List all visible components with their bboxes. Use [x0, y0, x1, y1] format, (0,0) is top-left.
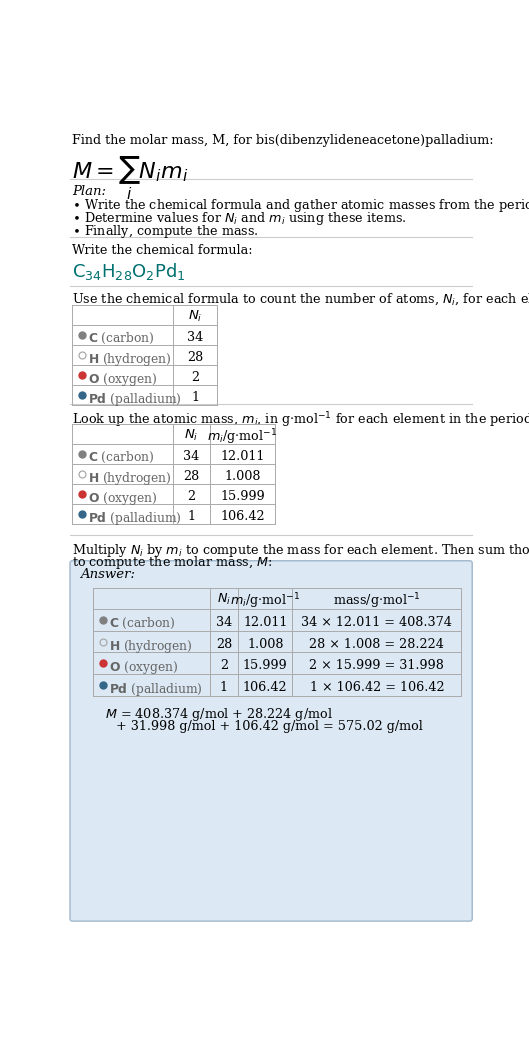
Text: to compute the molar mass, $M$:: to compute the molar mass, $M$:	[72, 553, 272, 571]
Text: Use the chemical formula to count the number of atoms, $N_i$, for each element:: Use the chemical formula to count the nu…	[72, 292, 529, 308]
Text: 106.42: 106.42	[243, 681, 288, 694]
Text: $N_i$: $N_i$	[217, 591, 231, 607]
Text: $\mathbf{H}$ (hydrogen): $\mathbf{H}$ (hydrogen)	[88, 470, 171, 487]
Text: Find the molar mass, M, for bis(dibenzylideneacetone)palladium:: Find the molar mass, M, for bis(dibenzyl…	[72, 134, 494, 148]
Text: 34: 34	[187, 331, 203, 345]
Text: $m_i$/g$\cdot$mol$^{-1}$: $m_i$/g$\cdot$mol$^{-1}$	[230, 591, 300, 611]
Text: $m_i$/g$\cdot$mol$^{-1}$: $m_i$/g$\cdot$mol$^{-1}$	[207, 428, 278, 447]
Text: + 31.998 g/mol + 106.42 g/mol = 575.02 g/mol: + 31.998 g/mol + 106.42 g/mol = 575.02 g…	[116, 720, 423, 734]
Text: Write the chemical formula:: Write the chemical formula:	[72, 245, 253, 257]
Text: $\mathbf{O}$ (oxygen): $\mathbf{O}$ (oxygen)	[109, 660, 178, 677]
Text: 34 × 12.011 = 408.374: 34 × 12.011 = 408.374	[302, 617, 452, 629]
Text: 2 × 15.999 = 31.998: 2 × 15.999 = 31.998	[309, 660, 444, 672]
Text: 28: 28	[187, 351, 203, 365]
Text: $M$ = 408.374 g/mol + 28.224 g/mol: $M$ = 408.374 g/mol + 28.224 g/mol	[105, 706, 333, 723]
Text: $\mathbf{H}$ (hydrogen): $\mathbf{H}$ (hydrogen)	[88, 351, 171, 368]
Text: $\bullet$ Finally, compute the mass.: $\bullet$ Finally, compute the mass.	[72, 223, 259, 240]
Text: Answer:: Answer:	[80, 568, 135, 581]
Text: $\mathbf{C}$ (carbon): $\mathbf{C}$ (carbon)	[88, 331, 154, 347]
Text: 15.999: 15.999	[220, 490, 265, 503]
Text: 34: 34	[216, 617, 232, 629]
Text: 34: 34	[183, 450, 199, 463]
Text: $N_i$: $N_i$	[184, 428, 198, 443]
Text: $\bullet$ Write the chemical formula and gather atomic masses from the periodic : $\bullet$ Write the chemical formula and…	[72, 197, 529, 214]
Text: $\mathbf{H}$ (hydrogen): $\mathbf{H}$ (hydrogen)	[109, 638, 193, 655]
Text: $N_i$: $N_i$	[188, 309, 203, 324]
Text: 15.999: 15.999	[243, 660, 288, 672]
Text: $\mathbf{Pd}$ (palladium): $\mathbf{Pd}$ (palladium)	[88, 510, 181, 527]
Text: $\mathbf{Pd}$ (palladium): $\mathbf{Pd}$ (palladium)	[109, 681, 203, 698]
Text: 2: 2	[187, 490, 195, 503]
FancyBboxPatch shape	[70, 561, 472, 921]
Text: $\mathbf{O}$ (oxygen): $\mathbf{O}$ (oxygen)	[88, 490, 157, 507]
Text: 1 × 106.42 = 106.42: 1 × 106.42 = 106.42	[309, 681, 444, 694]
Text: 12.011: 12.011	[220, 450, 264, 463]
Text: $\mathbf{Pd}$ (palladium): $\mathbf{Pd}$ (palladium)	[88, 391, 181, 408]
Text: 1: 1	[187, 510, 195, 523]
Text: 1: 1	[191, 391, 199, 405]
Text: 28: 28	[183, 470, 199, 483]
Text: 12.011: 12.011	[243, 617, 287, 629]
Text: $\mathrm{C_{34}H_{28}O_2Pd_1}$: $\mathrm{C_{34}H_{28}O_2Pd_1}$	[72, 261, 186, 282]
Text: $\bullet$ Determine values for $N_i$ and $m_i$ using these items.: $\bullet$ Determine values for $N_i$ and…	[72, 211, 407, 228]
Text: 1.008: 1.008	[224, 470, 261, 483]
Text: 2: 2	[220, 660, 228, 672]
Text: 106.42: 106.42	[220, 510, 264, 523]
Text: $\mathbf{O}$ (oxygen): $\mathbf{O}$ (oxygen)	[88, 371, 157, 388]
Text: $\mathbf{C}$ (carbon): $\mathbf{C}$ (carbon)	[88, 450, 154, 465]
Text: mass/g$\cdot$mol$^{-1}$: mass/g$\cdot$mol$^{-1}$	[333, 591, 421, 611]
Text: Look up the atomic mass, $m_i$, in g$\cdot$mol$^{-1}$ for each element in the pe: Look up the atomic mass, $m_i$, in g$\cd…	[72, 411, 529, 430]
Text: Plan:: Plan:	[72, 186, 106, 198]
Text: Multiply $N_i$ by $m_i$ to compute the mass for each element. Then sum those val: Multiply $N_i$ by $m_i$ to compute the m…	[72, 542, 529, 559]
Text: $\mathbf{C}$ (carbon): $\mathbf{C}$ (carbon)	[109, 617, 176, 631]
Text: 2: 2	[191, 371, 199, 385]
Text: 28: 28	[216, 638, 232, 650]
Text: 28 × 1.008 = 28.224: 28 × 1.008 = 28.224	[309, 638, 444, 650]
Text: 1: 1	[220, 681, 228, 694]
Text: $M =\sum_i N_i m_i$: $M =\sum_i N_i m_i$	[72, 154, 188, 201]
Text: 1.008: 1.008	[247, 638, 284, 650]
